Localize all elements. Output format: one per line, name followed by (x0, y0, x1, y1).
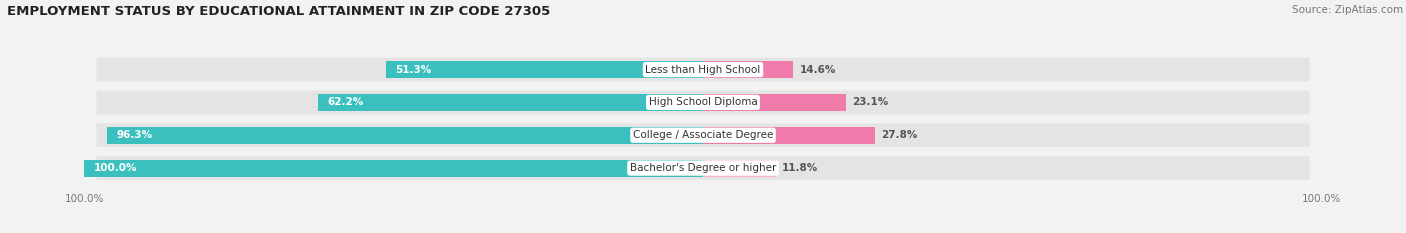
Text: 96.3%: 96.3% (117, 130, 153, 140)
Text: 14.6%: 14.6% (800, 65, 837, 75)
FancyBboxPatch shape (97, 156, 1309, 180)
Bar (703, 127, 875, 144)
FancyBboxPatch shape (97, 123, 1309, 147)
Bar (84, 160, 703, 177)
Bar (703, 61, 793, 78)
Text: College / Associate Degree: College / Associate Degree (633, 130, 773, 140)
Text: Less than High School: Less than High School (645, 65, 761, 75)
Bar (318, 94, 703, 111)
Bar (107, 127, 703, 144)
Bar (703, 94, 846, 111)
FancyBboxPatch shape (97, 58, 1309, 81)
Text: EMPLOYMENT STATUS BY EDUCATIONAL ATTAINMENT IN ZIP CODE 27305: EMPLOYMENT STATUS BY EDUCATIONAL ATTAINM… (7, 5, 550, 18)
Text: Source: ZipAtlas.com: Source: ZipAtlas.com (1292, 5, 1403, 15)
Text: 23.1%: 23.1% (852, 97, 889, 107)
Text: 62.2%: 62.2% (328, 97, 364, 107)
Text: 27.8%: 27.8% (882, 130, 918, 140)
Text: 11.8%: 11.8% (782, 163, 818, 173)
Text: High School Diploma: High School Diploma (648, 97, 758, 107)
Text: Bachelor's Degree or higher: Bachelor's Degree or higher (630, 163, 776, 173)
Text: 100.0%: 100.0% (94, 163, 138, 173)
Text: 51.3%: 51.3% (395, 65, 432, 75)
Bar (385, 61, 703, 78)
Bar (703, 160, 776, 177)
FancyBboxPatch shape (97, 91, 1309, 114)
